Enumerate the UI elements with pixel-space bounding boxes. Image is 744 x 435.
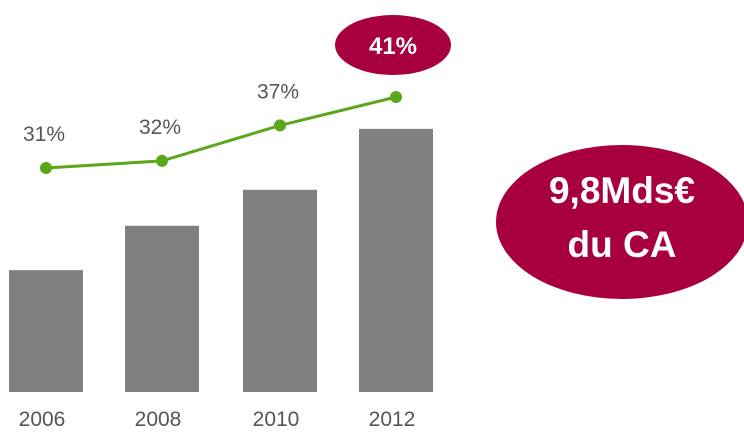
x-tick-2010: 2010 (253, 408, 300, 431)
callout-ellipse (496, 145, 744, 299)
x-tick-2008: 2008 (135, 408, 182, 431)
share-point-2006 (40, 162, 52, 174)
revenue-callout: 9,8Mds€ du CA (496, 145, 744, 299)
share-label-2012: 41% (369, 33, 417, 60)
data-labels-layer: 31% 32% 37% 41% (23, 15, 451, 146)
x-tick-2006: 2006 (19, 408, 66, 431)
share-line-layer (40, 91, 402, 174)
bar-2010 (243, 190, 317, 392)
share-point-2012 (390, 91, 402, 103)
callout-line-2: du CA (568, 224, 677, 265)
bar-2008 (125, 226, 199, 392)
share-label-2008: 32% (139, 116, 181, 139)
share-label-2010: 37% (257, 80, 299, 103)
share-point-2010 (274, 119, 286, 131)
share-point-2008 (156, 155, 168, 167)
bars-layer (9, 129, 433, 392)
share-line (46, 97, 396, 168)
bar-2012 (359, 129, 433, 392)
share-label-2006: 31% (23, 123, 65, 146)
bar-2006 (9, 270, 83, 392)
x-axis-tick-labels: 2006 2008 2010 2012 (19, 408, 416, 431)
callout-line-1: 9,8Mds€ (549, 170, 695, 211)
x-tick-2012: 2012 (369, 408, 416, 431)
